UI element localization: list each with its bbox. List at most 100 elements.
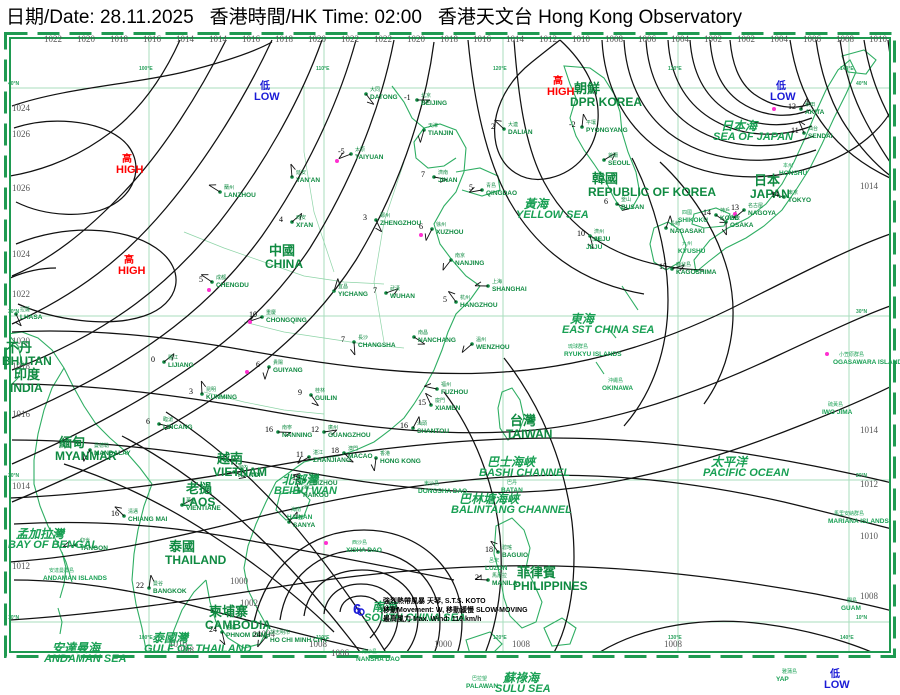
region-label-en: RYUKYU ISLANDS (564, 352, 622, 359)
station-label-cn: 鹿兒島 (676, 263, 691, 268)
station-label-cn: 香港 (380, 452, 390, 457)
island-label-cn: 硫黃島 (828, 403, 843, 408)
typhoon-symbol: 6 (353, 602, 361, 617)
station-label-cn: 馬尼拉 (492, 574, 507, 579)
region-label-en: KYUSHU (678, 249, 705, 256)
isobar-label-top: 1016 (143, 35, 161, 44)
lon-tick-label-top: 100°E (139, 67, 153, 72)
island-label-cn: 關島 (847, 599, 857, 604)
region-label-cn: 九州 (682, 242, 692, 247)
station-label-cn: 長沙 (358, 336, 368, 341)
isobar-label-left: 1022 (12, 290, 30, 299)
station-label-cn: 秋田 (805, 103, 815, 108)
station-label-en: NANCHANG (418, 338, 456, 345)
isobar-label-left: 1016 (12, 410, 30, 419)
station-label-cn: 延安 (296, 171, 306, 176)
sea-label-en: ANDAMAN SEA (44, 654, 127, 665)
isobar-label-top: 1002 (737, 35, 755, 44)
station-temperature: 14 (771, 191, 779, 199)
station-label-en: HA NOI (238, 473, 261, 480)
station-temperature: 15 (418, 399, 426, 407)
station-label-en: GUANGZHOU (328, 433, 371, 440)
isobar-label-left: 1026 (12, 184, 30, 193)
station-temperature: 3 (189, 388, 193, 396)
station-label-en: SEOUL (608, 161, 630, 168)
country-label-en: PHILIPPINES (513, 580, 588, 592)
island-label-cn: 巴拉望 (472, 677, 487, 682)
sea-label-en: BASHI CHANNEL (479, 468, 570, 479)
country-label-cn: 泰國 (169, 540, 195, 553)
isobar-label-left: 1014 (12, 482, 30, 491)
lon-tick-label-top: 110°E (316, 67, 329, 72)
island-label-en: IWO JIMA (822, 410, 852, 417)
lat-tick-label: 40°N (8, 82, 19, 87)
header-time: 香港時間/HK Time: 02:00 (210, 2, 422, 29)
isobar-label-right: 1012 (860, 480, 878, 489)
island-label-cn: 巴丹 (507, 481, 517, 486)
isobar-label-bottom: 1000 (434, 640, 452, 649)
island-label-en: BATAN (501, 488, 523, 495)
sea-label-en: PACIFIC OCEAN (703, 468, 789, 479)
island-label-en: JEJU (586, 245, 602, 252)
isobar-label-top: 1020 (407, 35, 425, 44)
station-label-en: CHANGSHA (358, 343, 396, 350)
station-label-en: LIJIANG (168, 363, 194, 370)
station-label-cn: 廈門 (435, 399, 445, 404)
station-label-en: MANILA (492, 581, 517, 588)
region-label-en: SHIKOKU (678, 218, 708, 225)
header-date: 日期/Date: 28.11.2025 (6, 2, 194, 29)
isobar-label-top: 1018 (275, 35, 293, 44)
station-label-en: YICHANG (338, 292, 368, 299)
station-temperature: 7 (373, 287, 377, 295)
country-label-en: CHINA (265, 258, 303, 270)
station-label-en: XI'AN (296, 223, 313, 230)
station-label-cn: 重慶 (266, 311, 276, 316)
sea-label-en: GULF OF THAILAND (144, 644, 252, 655)
isobar-label-top: 1022 (341, 35, 359, 44)
station-temperature: 5 (199, 276, 203, 284)
station-label-cn: 廣州 (328, 426, 338, 431)
station-label-en: SANYA (293, 523, 315, 530)
lon-tick-label: 120°E (493, 636, 507, 641)
station-label-cn: 湛江 (313, 451, 323, 456)
station-label-en: MACAO (348, 454, 373, 461)
station-label-en: ZHANJIANG (313, 458, 351, 465)
station-label-cn: 青島 (486, 184, 496, 189)
island-label-cn: 雅蒲島 (782, 670, 797, 675)
station-label-cn: 南昌 (418, 331, 428, 336)
station-label-en: GUIYANG (273, 368, 303, 375)
typhoon-info-line-2: 移動Movement: W, 移動緩慢 SLOW-MOVING (383, 607, 528, 614)
station-temperature: -1 (404, 94, 411, 102)
sea-label-en: BALINTANG CHANNEL (451, 505, 572, 516)
island-label-en: DONGSHA DAO (418, 489, 467, 496)
station-label-cn: 萬象 (186, 499, 196, 504)
isobar-label-top: 1004 (671, 35, 689, 44)
isobar-label-right: 1014 (860, 426, 878, 435)
station-label-en: JINAN (438, 178, 458, 185)
country-label-cn: 韓國 (592, 172, 618, 185)
station-label-cn: 曼德勒 (94, 444, 109, 449)
station-label-en: NAGASAKI (670, 229, 705, 236)
station-label-en: MANDALAY (94, 451, 131, 458)
station-label-cn: 南寧 (282, 426, 292, 431)
country-label-cn: 緬甸 (59, 436, 85, 449)
station-label-cn: 福州 (441, 383, 451, 388)
pressure-centre-low-en: LOW (254, 92, 280, 103)
weather-map-canvas (4, 32, 896, 658)
station-label-en: NANNING (282, 433, 312, 440)
station-label-en: YANGON (80, 546, 108, 553)
station-label-en: LINCANG (163, 425, 193, 432)
station-temperature: 7 (421, 171, 425, 179)
station-label-cn: 宜昌 (338, 285, 348, 290)
station-label-en: HAIKOU (303, 493, 329, 500)
isobar-label-top: 1018 (110, 35, 128, 44)
station-label-cn: 雷州 (309, 474, 319, 479)
country-label-en: BHUTAN (2, 355, 52, 367)
station-temperature: 21 (475, 574, 483, 582)
island-label-en: OGASAWARA ISLANDS (833, 360, 900, 367)
station-label-cn: 武漢 (390, 287, 400, 292)
station-label-en: BANGKOK (153, 589, 187, 596)
lon-tick-label-top: 140°E (840, 67, 854, 72)
lat-tick-label-right: 40°N (856, 82, 867, 87)
